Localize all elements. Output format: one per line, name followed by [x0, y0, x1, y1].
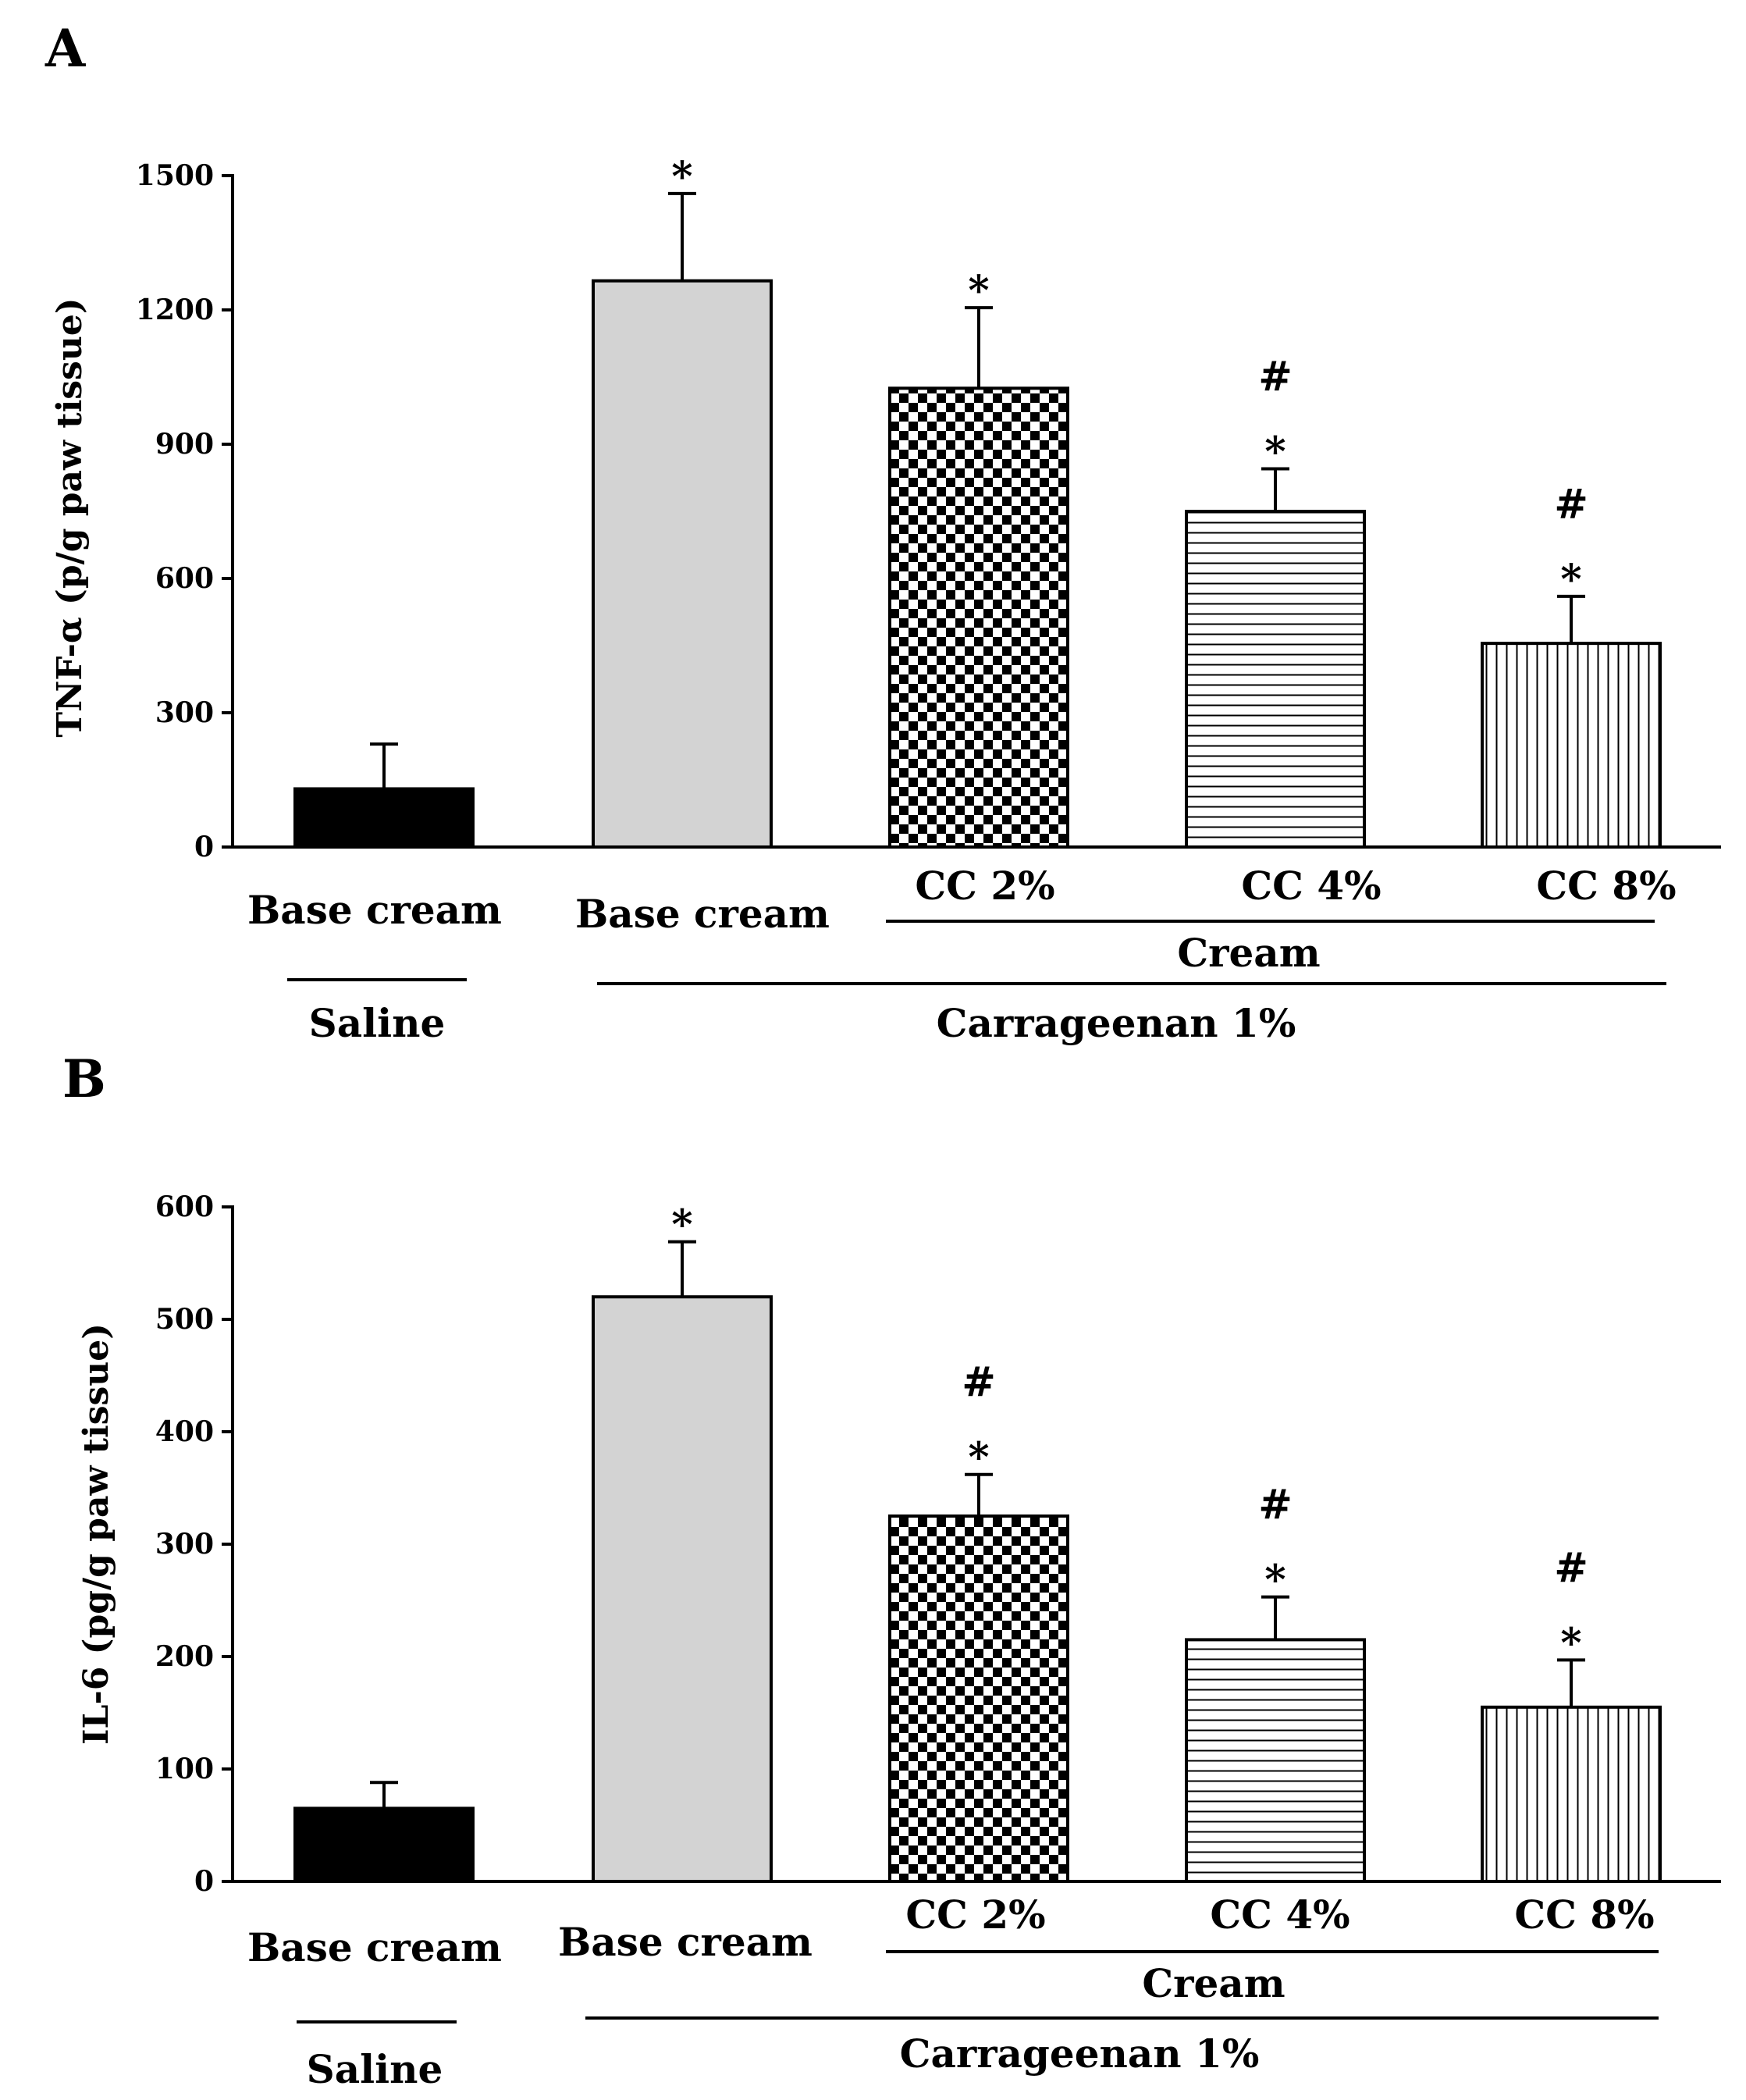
panel-a-bar — [1481, 642, 1662, 849]
panel-a-star-marker: * — [1560, 556, 1581, 603]
panel-b-category-label: Base cream — [247, 1924, 502, 1970]
panel-a-category-label: CC 2% — [915, 863, 1054, 909]
panel-b-bar — [592, 1295, 773, 1883]
panel-b-y-tick-label: 100 — [155, 1753, 214, 1785]
panel-b-y-tick-label: 200 — [155, 1640, 214, 1673]
panel-b-hash-marker: # — [1554, 1544, 1588, 1592]
panel-b-y-tick-label: 600 — [155, 1191, 214, 1223]
panel-b-y-tick-label: 0 — [194, 1865, 214, 1898]
panel-a-y-tick-label: 1200 — [136, 294, 214, 326]
panel-a-y-tick-label: 0 — [194, 831, 214, 863]
panel-a-letter: A — [44, 18, 86, 79]
panel-b-saline-label: Saline — [307, 2046, 443, 2092]
panel-b-star-marker: * — [1264, 1557, 1285, 1604]
panel-a-y-tick-label: 300 — [155, 696, 214, 729]
panel-b-bar — [1481, 1705, 1662, 1884]
panel-a-cream-label: Cream — [1177, 930, 1320, 976]
panel-b-bar — [1185, 1638, 1366, 1883]
panel-b-bar — [293, 1806, 475, 1883]
panel-b-bars: * # * # * # * — [293, 1201, 1662, 1884]
panel-a-bar — [293, 787, 475, 849]
panel-b-carrageenan-label: Carrageenan 1% — [900, 2031, 1260, 2077]
panel-b-star-marker: * — [671, 1201, 692, 1249]
panel-b-star-marker: * — [968, 1434, 989, 1482]
panel-a-y-axis-label: TNF-α (p/g paw tissue) — [50, 297, 90, 737]
panel-b-hash-marker: # — [1258, 1482, 1293, 1529]
panel-a-category-label: Base cream — [247, 887, 502, 933]
panel-a-bar — [1185, 510, 1366, 849]
panel-a-carrageenan-label: Carrageenan 1% — [937, 1000, 1296, 1046]
panel-b-y-axis-label: IL-6 (pg/g paw tissue) — [76, 1323, 116, 1745]
panel-a-hash-marker: # — [1258, 354, 1293, 401]
panel-a-star-marker: * — [1264, 429, 1285, 476]
panel-b-y-tick-label: 400 — [155, 1415, 214, 1448]
panel-b-category-label: Base cream — [558, 1919, 813, 1965]
panel-a-y-tick-label: 600 — [155, 562, 214, 595]
panel-b-category-label: CC 2% — [905, 1892, 1045, 1938]
panel-a-category-label: CC 4% — [1241, 863, 1381, 909]
panel-a-y-ticks: 0 300 600 900 1200 1500 — [136, 159, 233, 863]
panel-a-star-marker: * — [968, 267, 989, 315]
panel-a: A TNF-α (p/g paw tissue) 0 300 600 900 1200 1… — [44, 18, 1721, 1046]
panel-a-bar — [888, 386, 1069, 849]
panel-b-y-tick-label: 300 — [155, 1528, 214, 1561]
panel-a-bars: * * # * # * — [293, 153, 1662, 849]
panel-a-category-label: CC 8% — [1536, 863, 1676, 909]
panel-b-hash-marker: # — [962, 1359, 996, 1407]
panel-b-bar — [888, 1514, 1069, 1883]
panel-a-saline-label: Saline — [309, 1000, 446, 1046]
panel-a-star-marker: * — [671, 153, 692, 201]
panel-b-letter: B — [62, 1048, 106, 1109]
panel-b-star-marker: * — [1560, 1619, 1581, 1667]
panel-b-cream-label: Cream — [1142, 1960, 1285, 2006]
panel-b-y-tick-label: 500 — [155, 1303, 214, 1336]
panel-a-category-label: Base cream — [575, 891, 830, 937]
panel-a-bar — [592, 279, 773, 849]
panel-b-category-label: CC 8% — [1514, 1892, 1654, 1938]
panel-b-category-label: CC 4% — [1210, 1892, 1350, 1938]
panel-a-y-tick-label: 1500 — [136, 159, 214, 192]
panel-a-hash-marker: # — [1554, 481, 1588, 529]
panel-a-y-tick-label: 900 — [155, 428, 214, 461]
panel-b: B IL-6 (pg/g paw tissue) 0 100 200 300 400 50… — [62, 1048, 1721, 2092]
panel-b-y-ticks: 0 100 200 300 400 500 600 — [155, 1191, 233, 1898]
